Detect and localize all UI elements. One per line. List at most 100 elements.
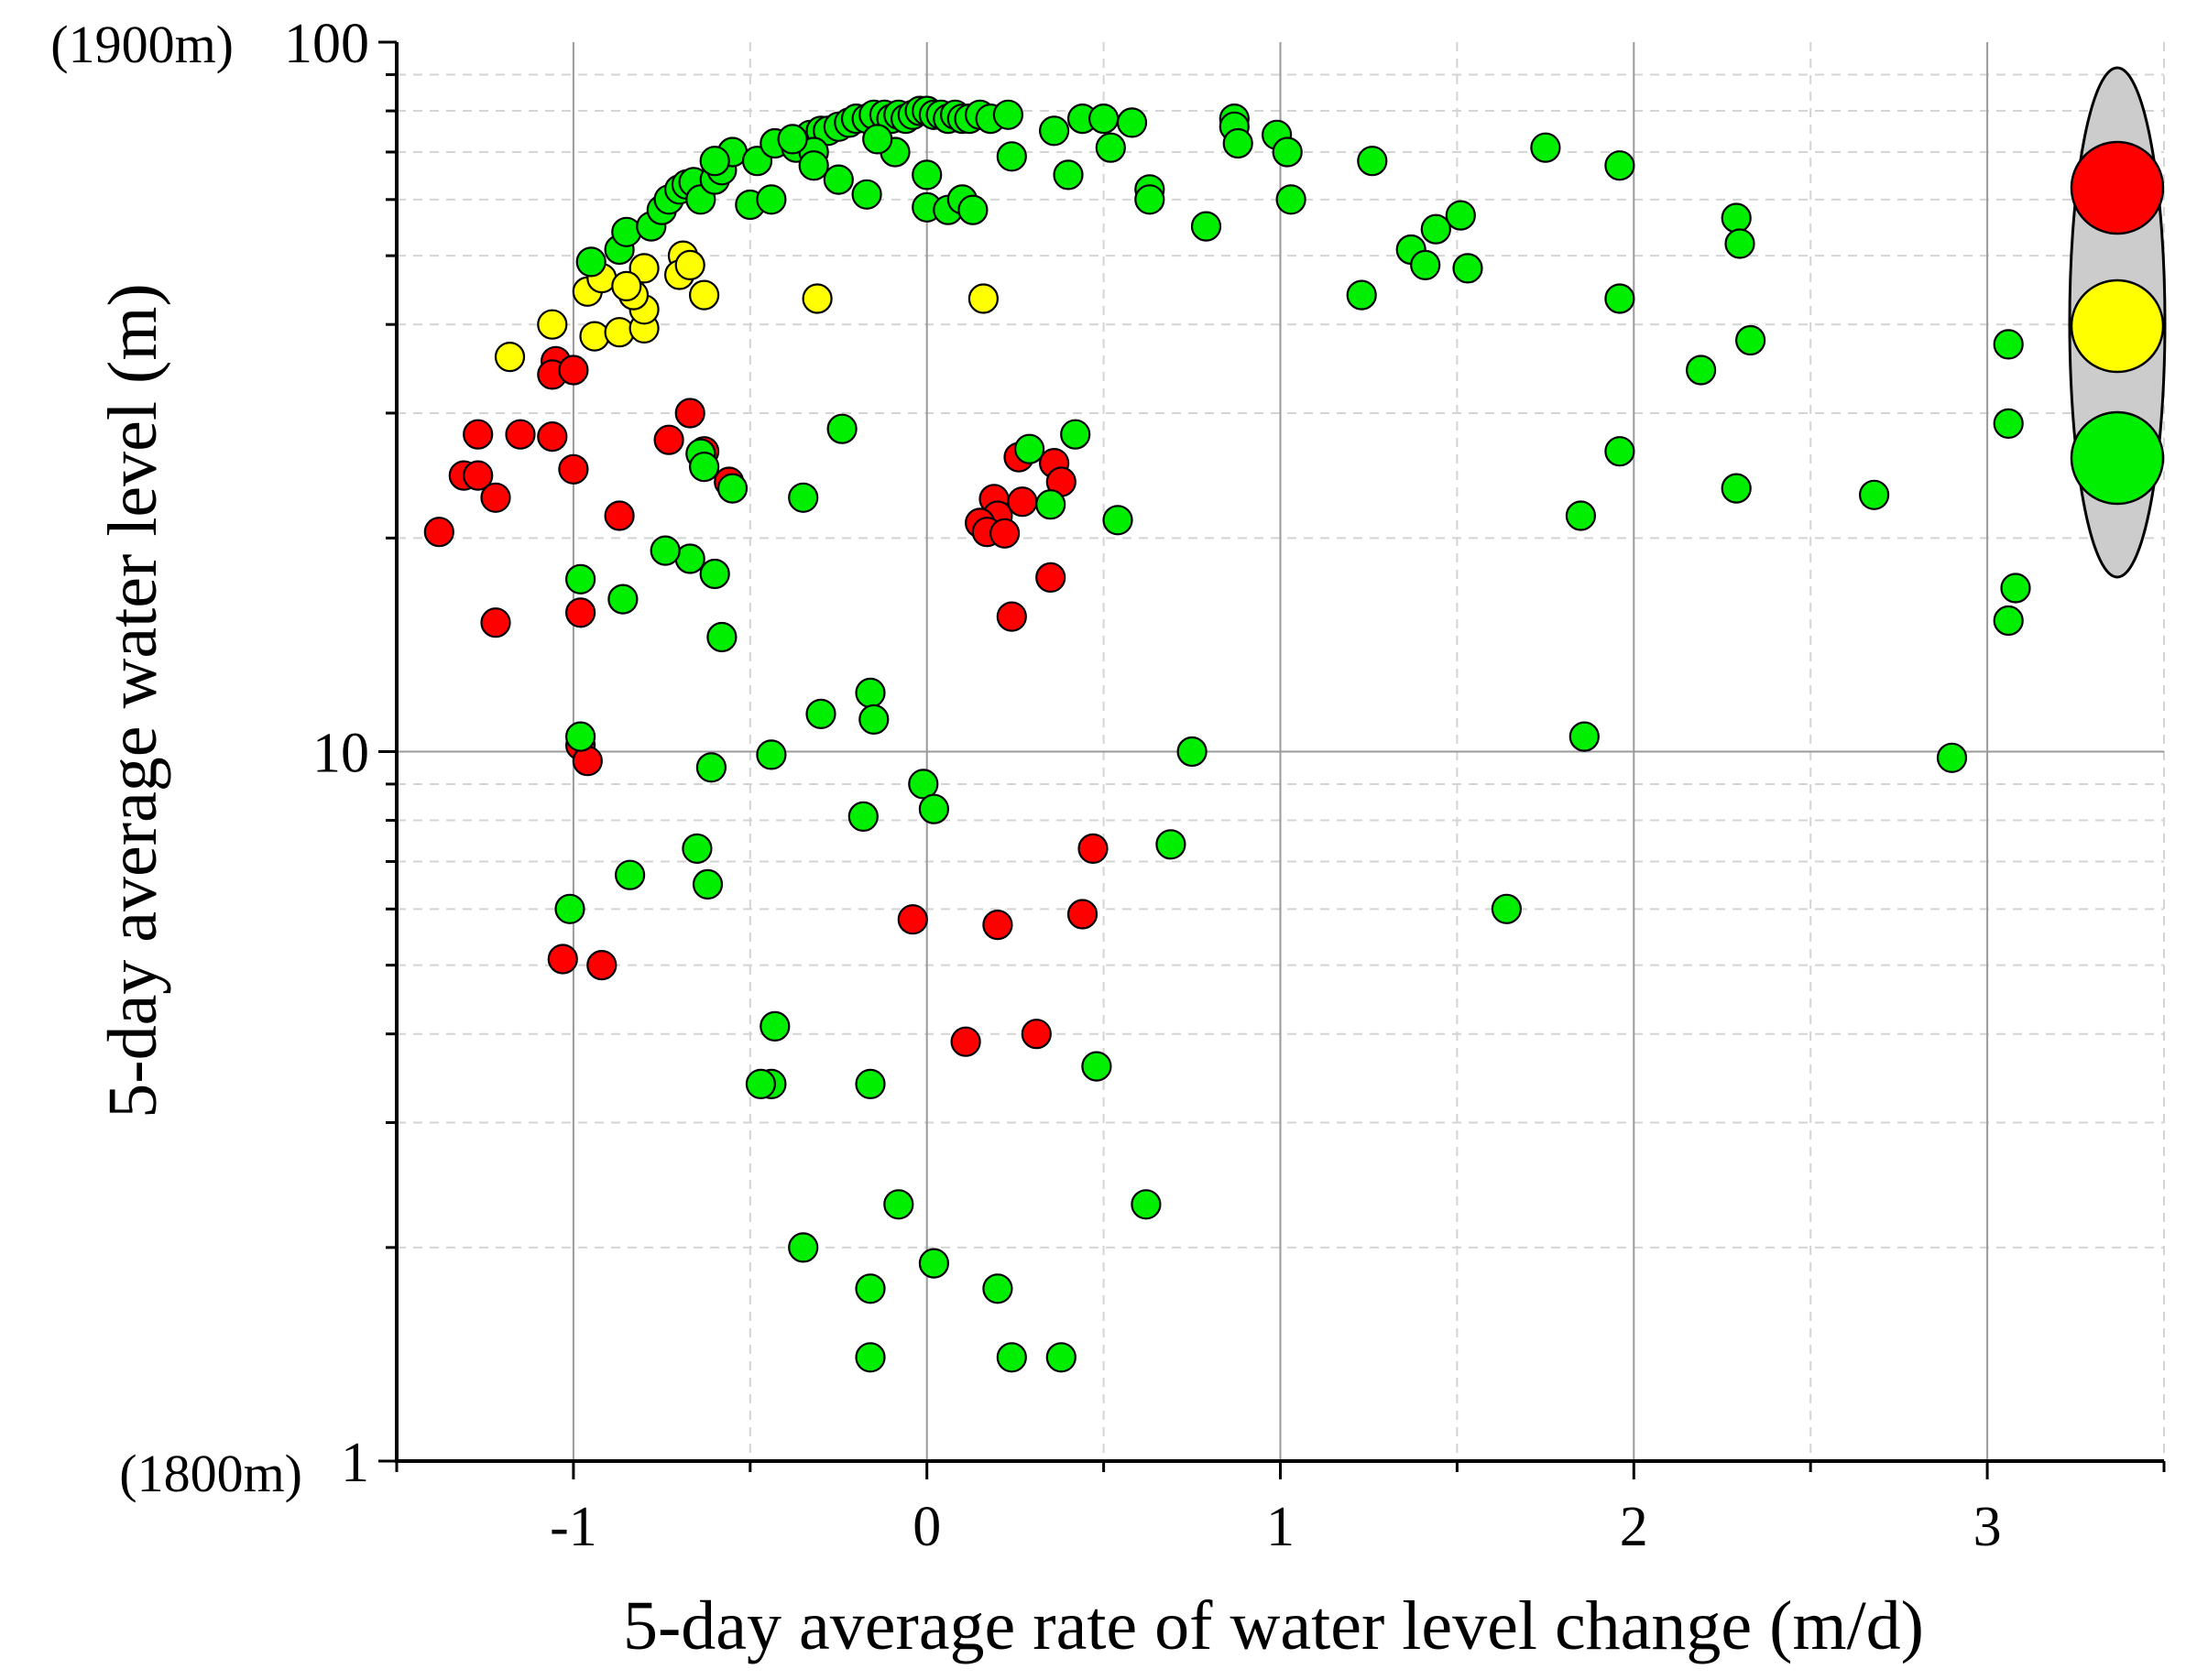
data-point-green: [1176, 736, 1208, 768]
data-point-green: [1858, 479, 1890, 510]
data-point-green: [756, 184, 787, 215]
data-point-red: [547, 944, 578, 975]
data-point-yellow: [611, 270, 642, 301]
data-point-green: [788, 1232, 819, 1263]
data-point-green: [1604, 283, 1635, 314]
data-point-green: [798, 150, 829, 181]
data-point-red: [1077, 833, 1109, 865]
data-point-green: [1721, 473, 1752, 504]
data-point-red: [604, 500, 635, 531]
data-point-yellow: [967, 283, 1000, 314]
data-point-yellow: [537, 309, 568, 340]
y-tick-label: 100: [284, 13, 369, 75]
data-point-green: [851, 179, 882, 210]
data-point-green: [805, 698, 836, 730]
data-point-red: [653, 424, 684, 455]
data-point-green: [2000, 573, 2031, 604]
data-point-green: [1721, 202, 1752, 234]
data-point-red: [537, 421, 568, 453]
data-point-green: [1734, 324, 1766, 356]
data-point-red: [950, 1026, 981, 1057]
data-point-green: [1053, 159, 1084, 191]
data-point-green: [1604, 436, 1635, 467]
data-point-green: [996, 1342, 1027, 1373]
data-point-green: [688, 452, 720, 483]
x-tick-label: 1: [1266, 1496, 1295, 1558]
data-point-green: [912, 159, 943, 191]
data-point-green: [826, 413, 858, 444]
data-point-green: [918, 1248, 950, 1279]
data-point-green: [1445, 200, 1476, 231]
data-point-red: [982, 909, 1013, 941]
data-point-green: [1095, 132, 1126, 163]
data-point-green: [1410, 249, 1441, 280]
data-point-green: [1035, 489, 1066, 520]
data-point-green: [1993, 329, 2024, 360]
data-point-green: [982, 1273, 1013, 1304]
data-point-red: [423, 517, 454, 548]
data-point-green: [760, 1010, 791, 1042]
data-point-green: [1081, 1051, 1112, 1082]
data-point-green: [1272, 136, 1303, 168]
data-point-green: [1116, 107, 1148, 138]
y-axis-title: 5-day average water level (m): [94, 283, 171, 1118]
data-point-green: [823, 164, 854, 195]
data-point-green: [1346, 279, 1377, 311]
data-point-green: [1685, 355, 1717, 386]
axis-text: 5-day average rate of water level change…: [50, 15, 1924, 1664]
legend-light: [2070, 410, 2165, 506]
y-top-reference-label: (1900m): [50, 15, 234, 74]
data-point-green: [1088, 104, 1120, 135]
data-point-red: [1007, 486, 1038, 518]
data-point-green: [862, 124, 893, 155]
x-tick-label: 3: [1973, 1496, 2002, 1558]
data-point-green: [699, 146, 730, 177]
data-point-green: [1724, 228, 1755, 259]
data-point-red: [897, 904, 928, 935]
data-point-red: [674, 398, 705, 429]
data-point-green: [855, 1068, 886, 1100]
data-point-green: [1420, 213, 1451, 245]
data-point-yellow: [579, 321, 610, 352]
data-point-red: [463, 460, 494, 491]
data-point-green: [1134, 184, 1165, 215]
data-point-green: [706, 621, 738, 653]
data-point-green: [699, 558, 730, 590]
data-point-green: [777, 124, 808, 155]
data-point-yellow: [688, 279, 720, 311]
data-point-red: [1035, 562, 1066, 594]
data-point-green: [855, 1342, 886, 1373]
data-point-green: [883, 1189, 914, 1220]
data-points: [423, 95, 2031, 1373]
data-point-green: [682, 833, 713, 865]
data-point-green: [695, 752, 727, 783]
data-point-green: [614, 859, 646, 890]
data-point-green: [1491, 893, 1523, 924]
data-point-green: [607, 584, 639, 615]
data-point-green: [1530, 132, 1561, 163]
data-point-red: [564, 597, 596, 628]
data-point-green: [554, 893, 585, 924]
data-point-green: [650, 535, 681, 566]
data-point-red: [558, 355, 589, 386]
data-point-red: [1021, 1019, 1052, 1050]
data-point-green: [611, 216, 642, 247]
data-point-green: [1045, 1342, 1077, 1373]
data-point-red: [989, 518, 1021, 549]
data-point-green: [1131, 1189, 1162, 1220]
data-point-green: [564, 563, 596, 595]
x-axis-title: 5-day average rate of water level change…: [623, 1587, 1924, 1664]
data-point-green: [692, 868, 724, 900]
data-point-red: [480, 482, 511, 513]
x-tick-label: -1: [550, 1496, 597, 1558]
data-point-green: [1452, 253, 1483, 284]
data-point-green: [1565, 500, 1597, 531]
data-point-yellow: [802, 283, 833, 314]
data-point-green: [1357, 146, 1388, 177]
data-point-yellow: [604, 317, 635, 348]
y-bottom-reference-label: (1800m): [119, 1444, 302, 1503]
data-point-green: [1993, 408, 2024, 439]
data-point-yellow: [674, 249, 705, 280]
data-point-green: [1102, 505, 1133, 536]
